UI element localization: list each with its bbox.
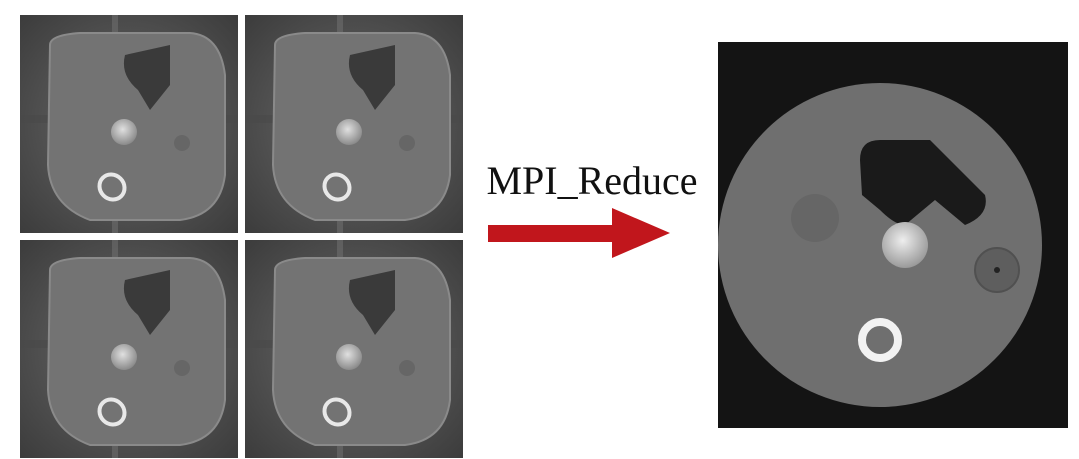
final-reconstruction [718,42,1068,428]
arrow-label: MPI_Reduce [486,158,697,203]
partial-image [245,240,463,458]
partial-image [245,15,463,233]
partial-reconstructions [20,15,463,458]
diagram: MPI_Reduce [0,0,1079,459]
arrow [488,208,670,258]
partial-image [20,240,238,458]
partial-image [20,15,238,233]
